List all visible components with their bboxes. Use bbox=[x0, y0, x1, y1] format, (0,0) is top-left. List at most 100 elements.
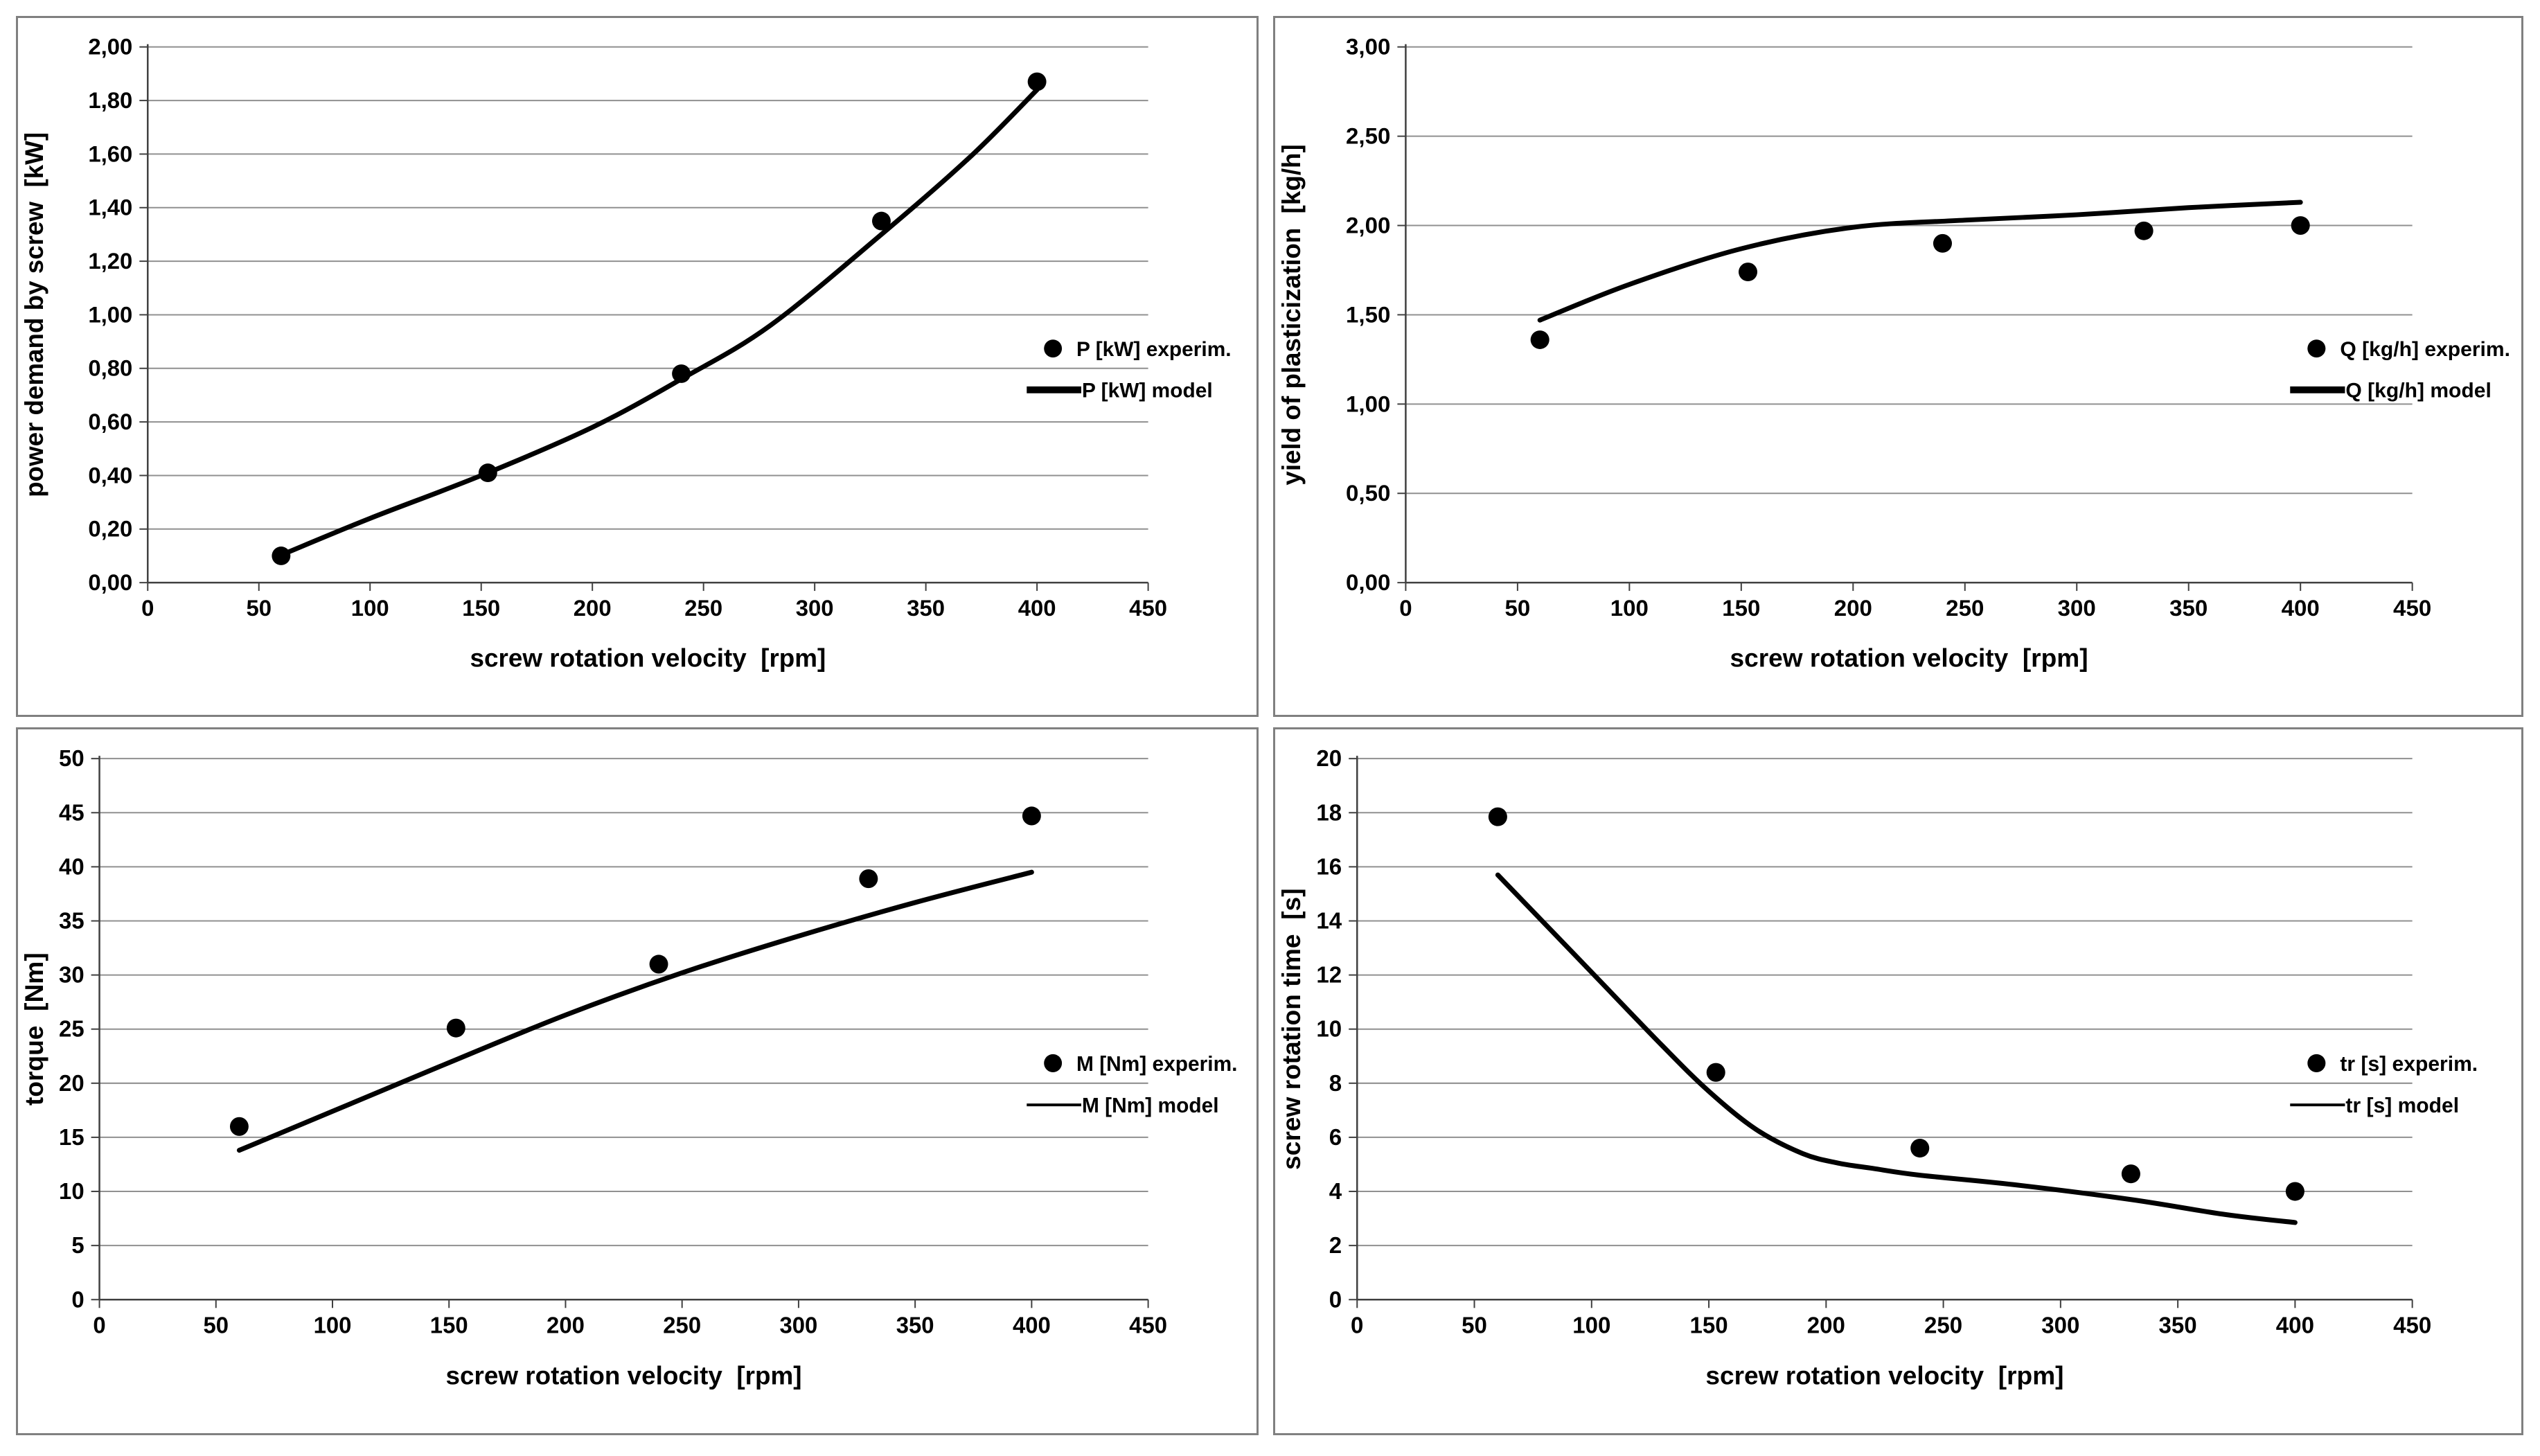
y-tick-label: 14 bbox=[1316, 909, 1342, 934]
y-tick-label: 1,60 bbox=[88, 141, 132, 166]
experim-point bbox=[1933, 233, 1953, 253]
experim-point bbox=[1910, 1138, 1930, 1158]
chart-panel-rotation-time: 0 2 4 6 8 10 12 14 16 18 20 0 50 100 150 200 250 300 350 40… bbox=[1273, 727, 2523, 1435]
y-tick-label: 1,40 bbox=[88, 195, 132, 220]
model-curve bbox=[1537, 199, 2303, 323]
y-tick-label: 1,50 bbox=[1346, 302, 1390, 328]
x-tick-label: 150 bbox=[1722, 595, 1760, 621]
x-tick-label: 100 bbox=[314, 1312, 352, 1338]
y-tick-label: 25 bbox=[59, 1016, 85, 1042]
x-tick-label: 350 bbox=[907, 595, 945, 621]
legend-label: P [kW] experim. bbox=[1076, 338, 1232, 361]
legend-label: M [Nm] model bbox=[1082, 1094, 1219, 1117]
legend-label: Q [kg/h] experim. bbox=[2340, 338, 2510, 361]
experim-point bbox=[1022, 806, 1041, 826]
experim-point bbox=[872, 211, 891, 231]
y-tick-label: 50 bbox=[59, 745, 85, 771]
x-axis-title: screw rotation velocity [rpm] bbox=[1730, 644, 2088, 673]
y-tick-label: 10 bbox=[1316, 1017, 1342, 1042]
x-tick-label: 300 bbox=[796, 595, 834, 621]
x-axis-title: screw rotation velocity [rpm] bbox=[1705, 1361, 2063, 1390]
experim-point bbox=[2121, 1164, 2140, 1184]
legend-dot-marker bbox=[1044, 339, 1063, 358]
experim-point bbox=[272, 547, 291, 565]
x-tick-label: 400 bbox=[1013, 1312, 1051, 1338]
y-tick-label: 15 bbox=[59, 1124, 85, 1150]
x-tick-label: 150 bbox=[1689, 1313, 1728, 1338]
y-tick-label: 40 bbox=[59, 853, 85, 879]
y-tick-label: 30 bbox=[59, 962, 85, 988]
chart-panel-power-demand: 0,00 0,20 0,40 0,60 0,80 1,00 1,20 1,40 1,60 1,80… bbox=[16, 16, 1259, 717]
y-tick-label: 1,20 bbox=[88, 248, 132, 274]
y-tick-label: 20 bbox=[1316, 746, 1342, 772]
y-tick-label: 0,40 bbox=[88, 462, 132, 488]
y-tick-label: 1,00 bbox=[88, 301, 132, 327]
y-axis-title: screw rotation time [s] bbox=[1277, 888, 1306, 1170]
experim-point bbox=[1738, 263, 1758, 281]
y-tick-label: 2,00 bbox=[88, 34, 132, 60]
legend-label: P [kW] model bbox=[1082, 380, 1213, 402]
x-tick-label: 350 bbox=[2159, 1313, 2197, 1338]
x-tick-label: 250 bbox=[663, 1312, 701, 1338]
chart-svg-yield-plasticization: 0,00 0,50 1,00 1,50 2,00 2,50 3,00 0 50 100 150 200… bbox=[1277, 34, 2510, 673]
legend-dot-marker bbox=[1044, 1054, 1063, 1072]
x-tick-label: 0 bbox=[93, 1312, 105, 1338]
model-curve bbox=[283, 87, 1040, 556]
x-tick-label: 250 bbox=[684, 595, 722, 621]
y-tick-label: 0,80 bbox=[88, 355, 132, 381]
y-tick-label: 20 bbox=[59, 1070, 85, 1096]
y-tick-label: 12 bbox=[1316, 963, 1342, 988]
y-tick-label: 18 bbox=[1316, 800, 1342, 826]
x-axis-title: screw rotation velocity [rpm] bbox=[446, 1362, 802, 1390]
experim-point bbox=[2134, 221, 2153, 240]
y-tick-label: 1,00 bbox=[1346, 391, 1390, 416]
y-tick-label: 5 bbox=[71, 1232, 84, 1258]
experim-point bbox=[1488, 807, 1507, 826]
experim-point bbox=[649, 955, 668, 974]
legend-label: Q [kg/h] model bbox=[2345, 380, 2491, 402]
x-tick-label: 450 bbox=[2393, 595, 2431, 621]
y-axis-title: torque [Nm] bbox=[20, 952, 48, 1106]
experim-point bbox=[2285, 1182, 2304, 1201]
y-axis-title: yield of plasticization [kg/h] bbox=[1277, 144, 1306, 485]
x-tick-label: 100 bbox=[1610, 595, 1649, 621]
experim-point bbox=[1530, 330, 1549, 349]
x-tick-label: 400 bbox=[1018, 595, 1056, 621]
y-tick-label: 2,00 bbox=[1346, 213, 1390, 238]
y-tick-label: 0,50 bbox=[1346, 480, 1390, 506]
y-tick-label: 4 bbox=[1329, 1179, 1342, 1205]
model-curve bbox=[236, 869, 1034, 1153]
x-tick-label: 0 bbox=[1351, 1313, 1363, 1338]
y-tick-label: 2,50 bbox=[1346, 123, 1390, 149]
y-tick-label: 8 bbox=[1329, 1071, 1342, 1097]
experim-point bbox=[2291, 216, 2310, 235]
experim-point bbox=[229, 1117, 249, 1136]
x-tick-label: 50 bbox=[203, 1312, 229, 1338]
x-tick-label: 350 bbox=[2169, 595, 2208, 621]
y-tick-label: 10 bbox=[59, 1178, 85, 1204]
y-tick-label: 0 bbox=[1329, 1287, 1342, 1313]
experim-point bbox=[859, 869, 878, 889]
y-tick-label: 45 bbox=[59, 799, 85, 825]
x-tick-label: 300 bbox=[779, 1312, 817, 1338]
x-tick-label: 150 bbox=[430, 1312, 468, 1338]
x-tick-label: 350 bbox=[896, 1312, 934, 1338]
legend-label: M [Nm] experim. bbox=[1076, 1053, 1237, 1076]
y-tick-label: 0,60 bbox=[88, 409, 132, 434]
x-tick-label: 400 bbox=[2276, 1313, 2314, 1338]
x-tick-label: 200 bbox=[1834, 595, 1872, 621]
chart-svg-torque: 0 5 10 15 20 25 30 35 40 45 50 0 50 100 150 200 250 300 35… bbox=[20, 745, 1238, 1390]
experim-point bbox=[1706, 1063, 1725, 1082]
legend-dot-marker bbox=[2307, 1054, 2326, 1072]
legend-label: tr [s] model bbox=[2345, 1094, 2459, 1117]
y-tick-label: 1,80 bbox=[88, 87, 132, 113]
y-tick-label: 0,00 bbox=[1346, 569, 1390, 595]
y-tick-label: 3,00 bbox=[1346, 34, 1390, 60]
chart-panel-torque: 0 5 10 15 20 25 30 35 40 45 50 0 50 100 150 200 250 300 35… bbox=[16, 727, 1259, 1435]
x-tick-label: 300 bbox=[2041, 1313, 2079, 1338]
x-tick-label: 200 bbox=[574, 595, 612, 621]
y-tick-label: 2 bbox=[1329, 1233, 1342, 1259]
y-axis-title: power demand by screw [kW] bbox=[20, 132, 48, 497]
